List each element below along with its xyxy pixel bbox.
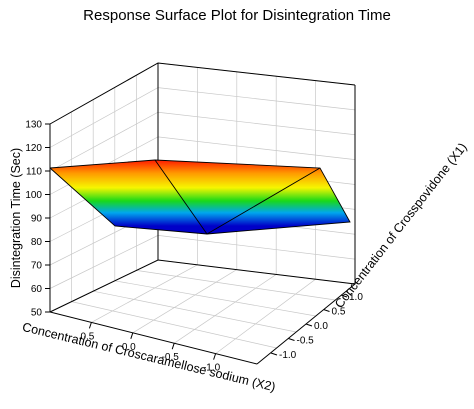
floor-gridline [71,301,277,349]
floor-gridline [174,274,277,344]
x2-tick-mark [213,353,217,360]
floor-gridline [114,280,316,317]
z-tick-label: 70 [31,261,43,272]
x1-axis-ticks: -1.0-0.5 0.0 0.51.0 [270,292,363,361]
z-tick-label: 130 [25,120,42,131]
surface-fill [50,160,350,234]
floor-gridline [136,270,336,301]
z-axis-title: Disintegration Time (Sec) [9,148,23,288]
x1-tick-mark [323,309,330,312]
z-axis-ticks: 50 60 70 80 90 100 110 120 130 [25,120,50,319]
x1-axis-title: Concentration of Crosspovidone (X1) [332,140,470,311]
floor-gridline [132,269,237,334]
x1-tick-mark [340,294,348,298]
z-gridline [49,62,356,125]
z-tick-label: 100 [25,190,42,201]
x2-tick-mark [130,332,134,339]
x1-tick-label: 0.0 [314,321,328,332]
x1-tick-label: -0.5 [297,336,315,347]
response-surface [49,159,351,235]
z-tick-label: 120 [25,143,42,154]
x2-tick-label: -1.0 [203,363,221,374]
x2-tick-mark [88,322,92,329]
z-tick-label: 80 [31,237,43,248]
x2-axis-ticks: 0.5 0.0 -0.5 -1.0 [80,322,221,374]
chart-title: Response Surface Plot for Disintegration… [83,7,391,24]
z-gridline [49,259,356,313]
x2-tick-label: -0.5 [162,352,180,363]
x2-tick-label: 0.5 [80,331,94,342]
x1-tick-label: 1.0 [349,292,363,303]
floor-gridline [91,264,198,323]
top-edge [49,62,356,125]
z-tick-label: 50 [31,308,43,319]
surface-mesh-line [154,159,208,235]
x1-tick-label: 0.5 [332,307,346,318]
z-tick-label: 60 [31,284,43,295]
floor-gridline [215,278,316,354]
surface-mesh-line [206,167,321,235]
x1-tick-label: -1.0 [279,350,297,361]
x2-tick-label: 0.0 [122,342,136,353]
floor-gridline [93,290,297,333]
x2-tick-mark [171,343,175,350]
z-tick-label: 110 [26,167,42,178]
x1-tick-mark [270,352,278,356]
x2-axis-title: Concentration of Croscaramellose sodium … [21,320,277,394]
x1-tick-mark [288,338,295,341]
x1-tick-mark [305,323,313,327]
z-tick-label: 90 [31,214,43,225]
